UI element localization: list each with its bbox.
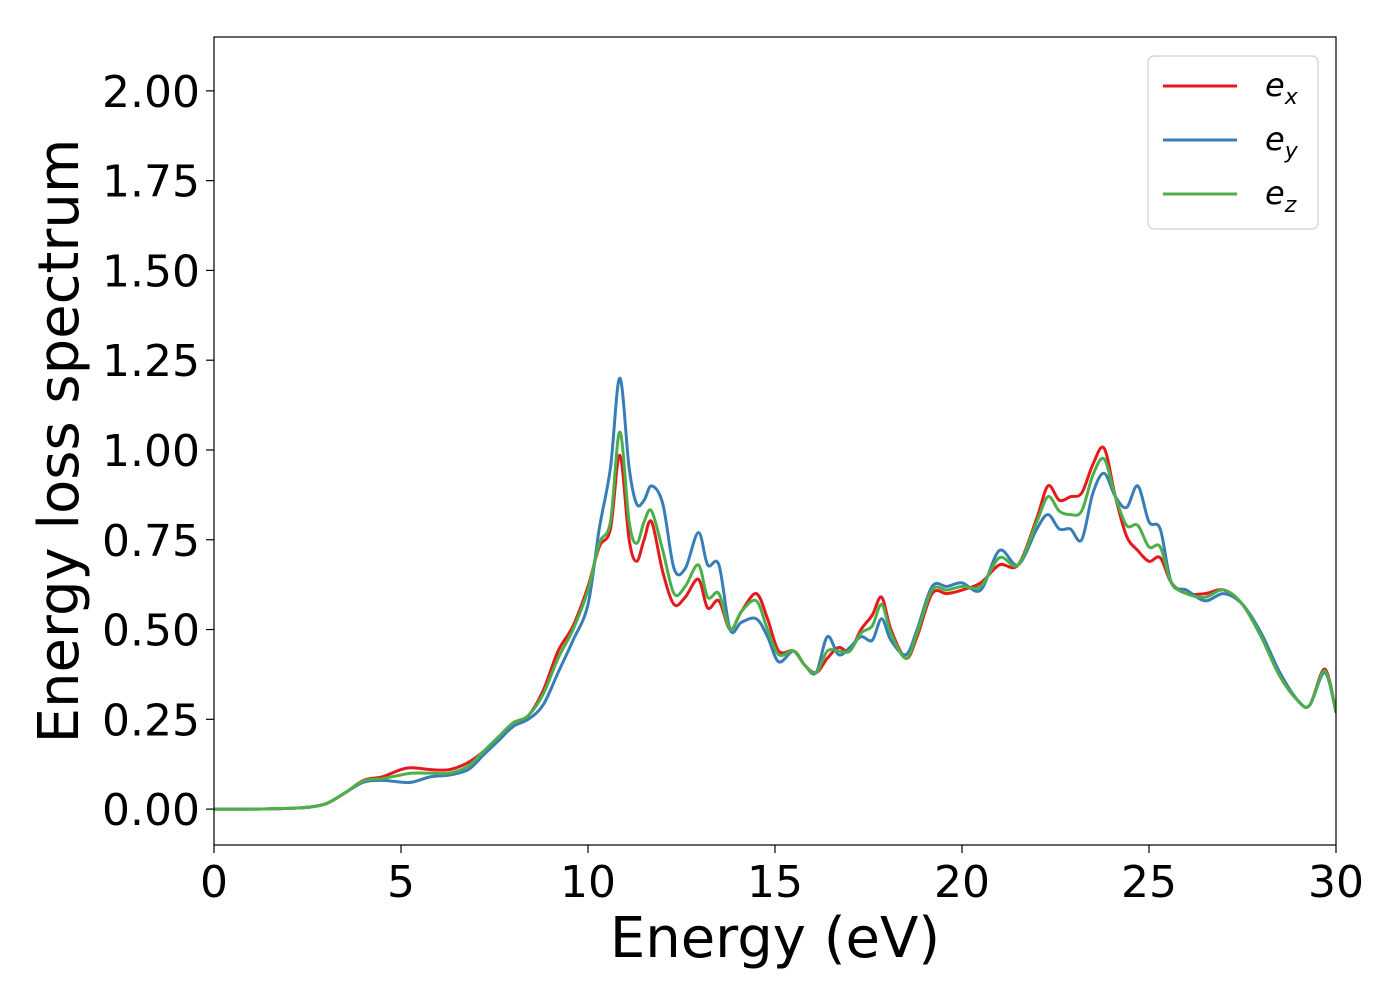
y-axis-title: Energy loss spectrum <box>27 139 92 744</box>
legend-label-z: ez <box>1265 174 1297 218</box>
x-tick-label: 20 <box>934 857 990 908</box>
y-tick-label: 1.75 <box>102 157 200 208</box>
legend-label-sub: z <box>1284 193 1297 218</box>
x-axis-title: Energy (eV) <box>610 906 940 971</box>
x-tick-label: 25 <box>1121 857 1177 908</box>
legend-label-main: e <box>1265 66 1285 104</box>
y-tick-label: 1.50 <box>102 246 200 297</box>
y-tick-label: 1.25 <box>102 336 200 387</box>
y-tick-label: 1.00 <box>102 426 200 477</box>
y-axis: 0.00 0.25 0.50 0.75 1.00 1.25 1.50 1.75 2.00 <box>102 67 214 836</box>
legend-label-x: ex <box>1265 66 1299 110</box>
y-tick-label: 2.00 <box>102 67 200 118</box>
x-tick-label: 30 <box>1308 857 1364 908</box>
series-line-z <box>214 430 1336 811</box>
x-axis: 0 5 10 15 20 25 30 <box>200 845 1364 908</box>
legend-label-sub: x <box>1284 85 1299 110</box>
y-tick-label: 0.75 <box>102 516 200 567</box>
y-tick-label: 0.25 <box>102 695 200 746</box>
legend-label-sub: y <box>1284 139 1299 164</box>
x-tick-label: 15 <box>747 857 803 908</box>
y-tick-label: 0.00 <box>102 785 200 836</box>
legend-box <box>1147 55 1319 230</box>
legend-label-main: e <box>1265 174 1285 212</box>
y-tick-label: 0.50 <box>102 606 200 657</box>
x-tick-label: 5 <box>387 857 415 908</box>
legend-label-y: ey <box>1265 120 1299 164</box>
x-tick-label: 0 <box>200 857 228 908</box>
series-layer <box>214 376 1336 811</box>
legend-label-main: e <box>1265 120 1285 158</box>
x-tick-label: 10 <box>560 857 616 908</box>
